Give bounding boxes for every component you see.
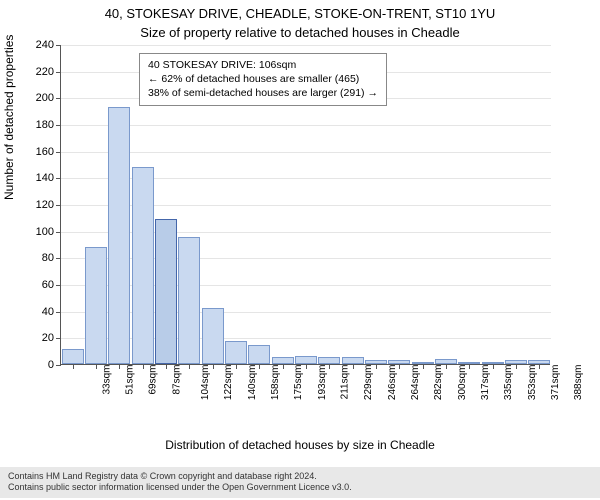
xtick-mark [73,364,74,369]
xtick-mark [283,364,284,369]
ytick-mark [56,178,61,179]
ytick-label: 140 [14,172,54,184]
ytick-label: 20 [14,332,54,344]
ytick-mark [56,312,61,313]
footer-line1: Contains HM Land Registry data © Crown c… [8,471,592,483]
chart-area: 40 STOKESAY DRIVE: 106sqm ← 62% of detac… [60,45,570,385]
xtick-label: 158sqm [270,365,281,401]
bar [62,349,84,364]
xtick-mark [353,364,354,369]
xtick-mark [469,364,470,369]
xtick-mark [96,364,97,369]
ytick-mark [56,232,61,233]
xtick-mark [166,364,167,369]
chart-container: 40, STOKESAY DRIVE, CHEADLE, STOKE-ON-TR… [0,0,600,500]
ytick-mark [56,205,61,206]
annotation-box: 40 STOKESAY DRIVE: 106sqm ← 62% of detac… [139,53,387,106]
ytick-label: 220 [14,66,54,78]
xtick-mark [446,364,447,369]
xtick-label: 33sqm [101,365,112,395]
page-subtitle: Size of property relative to detached ho… [0,23,600,40]
xtick-label: 193sqm [317,365,328,401]
xtick-label: 175sqm [293,365,304,401]
ytick-label: 120 [14,199,54,211]
ytick-mark [56,258,61,259]
xtick-mark [143,364,144,369]
bar [248,345,270,364]
bar [178,237,200,364]
xtick-mark [306,364,307,369]
bar [342,357,364,364]
footer: Contains HM Land Registry data © Crown c… [0,467,600,498]
xtick-label: 388sqm [573,365,584,401]
xtick-mark [329,364,330,369]
gridline [61,45,551,46]
bar [225,341,247,364]
xtick-mark [493,364,494,369]
ytick-label: 60 [14,279,54,291]
ytick-mark [56,125,61,126]
xtick-label: 140sqm [247,365,258,401]
xtick-label: 317sqm [480,365,491,401]
xtick-label: 264sqm [410,365,421,401]
xtick-mark [376,364,377,369]
xtick-mark [213,364,214,369]
bar [202,308,224,364]
ytick-label: 0 [14,359,54,371]
xtick-mark [516,364,517,369]
gridline [61,125,551,126]
xtick-label: 353sqm [527,365,538,401]
xtick-label: 282sqm [433,365,444,401]
xtick-mark [539,364,540,369]
xtick-mark [399,364,400,369]
ytick-mark [56,338,61,339]
plot-area: 40 STOKESAY DRIVE: 106sqm ← 62% of detac… [60,45,550,365]
xtick-label: 229sqm [363,365,374,401]
xtick-mark [189,364,190,369]
gridline [61,152,551,153]
ytick-mark [56,72,61,73]
xtick-label: 335sqm [503,365,514,401]
xtick-mark [236,364,237,369]
annotation-line1: 40 STOKESAY DRIVE: 106sqm [148,58,378,72]
ytick-label: 200 [14,92,54,104]
ytick-label: 180 [14,119,54,131]
xtick-label: 69sqm [148,365,159,395]
ytick-label: 160 [14,146,54,158]
ytick-label: 80 [14,252,54,264]
bar [108,107,130,364]
bar [85,247,107,364]
bar [155,219,177,364]
ytick-mark [56,98,61,99]
xtick-mark [423,364,424,369]
xtick-label: 87sqm [171,365,182,395]
bar [318,357,340,364]
xtick-label: 246sqm [387,365,398,401]
ytick-label: 240 [14,39,54,51]
xtick-label: 371sqm [550,365,561,401]
page-title: 40, STOKESAY DRIVE, CHEADLE, STOKE-ON-TR… [0,0,600,23]
ytick-label: 40 [14,306,54,318]
xtick-label: 211sqm [339,365,350,400]
xtick-mark [259,364,260,369]
footer-line2: Contains public sector information licen… [8,482,592,494]
xtick-label: 51sqm [125,365,136,395]
xtick-label: 300sqm [457,365,468,401]
ytick-label: 100 [14,226,54,238]
xtick-mark [119,364,120,369]
ytick-mark [56,45,61,46]
xtick-label: 104sqm [200,365,211,401]
ytick-mark [56,152,61,153]
x-axis-label: Distribution of detached houses by size … [0,438,600,452]
annotation-line3: 38% of semi-detached houses are larger (… [148,86,378,100]
annotation-line2: ← 62% of detached houses are smaller (46… [148,72,378,86]
xtick-label: 122sqm [223,365,234,401]
bar [272,357,294,364]
ytick-mark [56,285,61,286]
bar [132,167,154,364]
ytick-mark [56,365,61,366]
bar [295,356,317,364]
